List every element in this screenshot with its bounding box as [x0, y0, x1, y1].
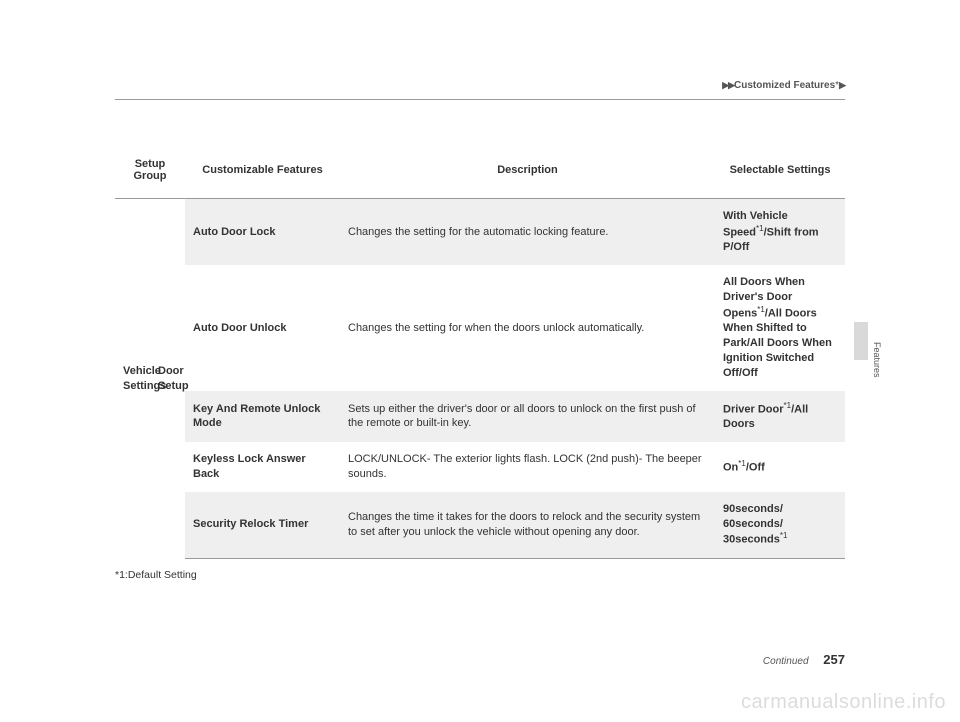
description-cell: Changes the time it takes for the doors …	[340, 492, 715, 559]
settings-cell: On*1/Off	[715, 442, 845, 492]
settings-cell: 90seconds/60seconds/30seconds*1	[715, 492, 845, 559]
feature-cell: Security Relock Timer	[185, 492, 340, 559]
description-cell: LOCK/UNLOCK- The exterior lights flash. …	[340, 442, 715, 492]
col-customizable-features: Customizable Features	[185, 150, 340, 199]
footnote: *1:Default Setting	[115, 569, 845, 581]
table-row: Auto Door Unlock Changes the setting for…	[115, 265, 845, 391]
col-setup-group: Setup Group	[115, 150, 185, 199]
header-triangle-right: ▶	[839, 80, 845, 90]
page-content: ▶▶Customized Features*▶ Setup Group Cust…	[115, 80, 845, 581]
header-title: Customized Features	[734, 80, 835, 91]
feature-cell: Auto Door Lock	[185, 199, 340, 266]
page-footer: Continued 257	[115, 652, 845, 667]
table-body: Vehicle Settings Door Setup Auto Door Lo…	[115, 199, 845, 559]
table-row: Keyless Lock Answer Back LOCK/UNLOCK- Th…	[115, 442, 845, 492]
col-description: Description	[340, 150, 715, 199]
description-cell: Changes the setting for when the doors u…	[340, 265, 715, 391]
table-row: Key And Remote Unlock Mode Sets up eithe…	[115, 391, 845, 442]
features-table: Setup Group Customizable Features Descri…	[115, 150, 845, 559]
page-number: 257	[823, 652, 845, 667]
side-label: Features	[872, 342, 882, 378]
running-header: ▶▶Customized Features*▶	[115, 80, 845, 100]
col-selectable-settings: Selectable Settings	[715, 150, 845, 199]
feature-cell: Key And Remote Unlock Mode	[185, 391, 340, 442]
feature-cell: Auto Door Unlock	[185, 265, 340, 391]
header-triangle-left: ▶▶	[722, 80, 734, 90]
table-row: Security Relock Timer Changes the time i…	[115, 492, 845, 559]
feature-cell: Keyless Lock Answer Back	[185, 442, 340, 492]
description-cell: Changes the setting for the automatic lo…	[340, 199, 715, 266]
description-cell: Sets up either the driver's door or all …	[340, 391, 715, 442]
side-tab	[854, 322, 868, 360]
watermark: carmanualsonline.info	[741, 691, 946, 714]
settings-cell: Driver Door*1/All Doors	[715, 391, 845, 442]
table-row: Vehicle Settings Door Setup Auto Door Lo…	[115, 199, 845, 266]
setup-group-cell: Vehicle Settings	[115, 199, 150, 559]
settings-cell: With Vehicle Speed*1/Shift from P/Off	[715, 199, 845, 266]
table-header-row: Setup Group Customizable Features Descri…	[115, 150, 845, 199]
continued-label: Continued	[763, 656, 809, 667]
settings-cell: All Doors When Driver's Door Opens*1/All…	[715, 265, 845, 391]
